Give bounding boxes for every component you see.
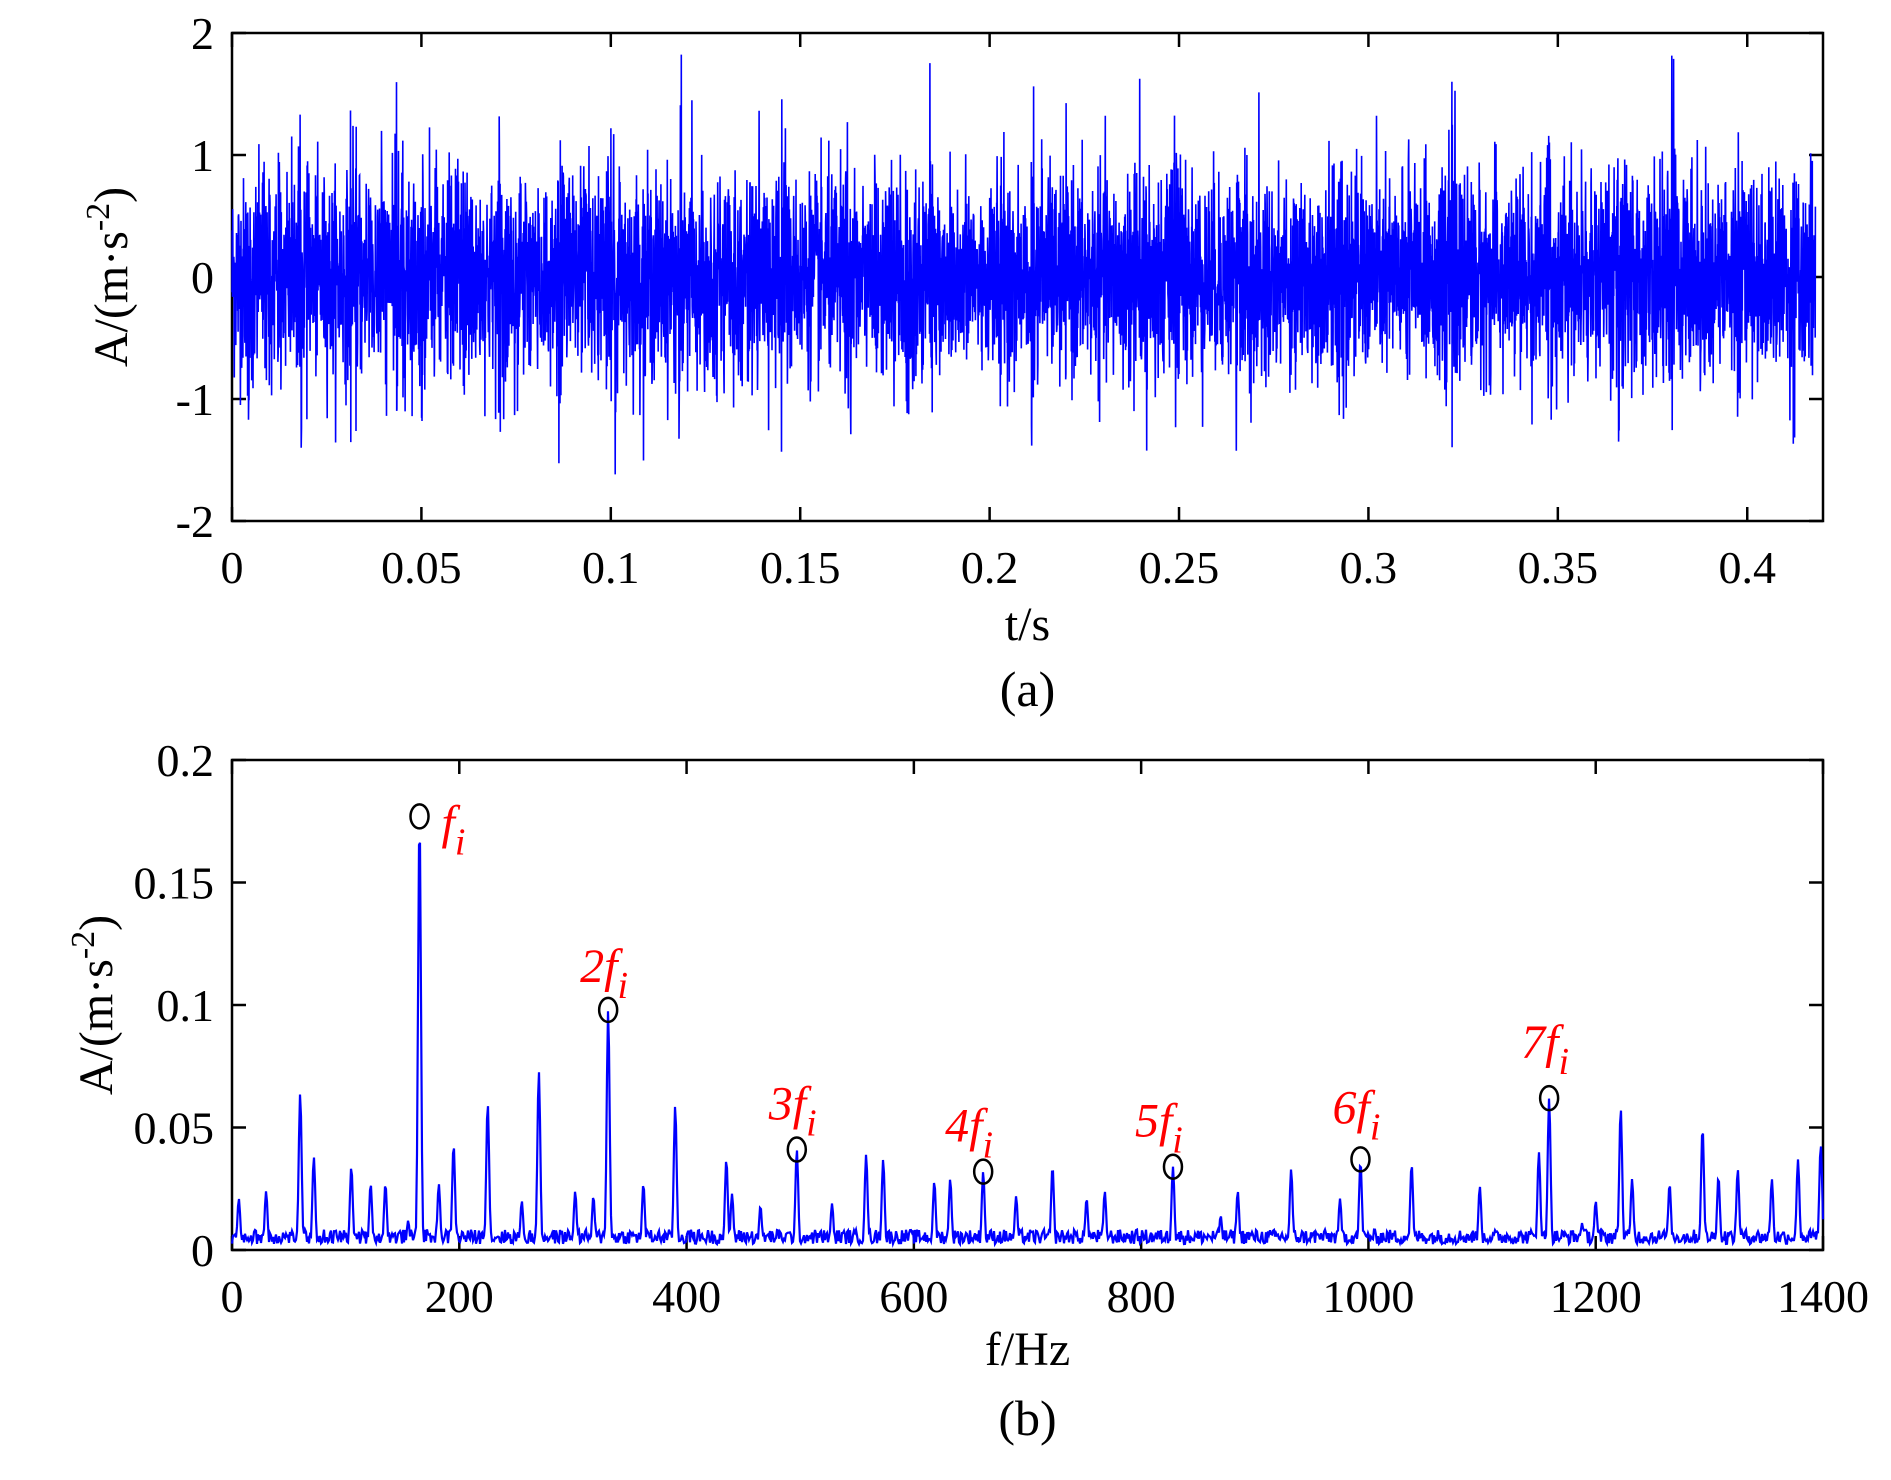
panel-a-y-axis-label-sup: -2 [80,203,117,231]
panel-b-harmonic-label-sub: i [1558,1041,1569,1083]
panel-b-y-axis-label-sup: -2 [65,931,102,959]
panel-a-xtick-label: 0 [221,542,244,593]
panel-b-harmonic-label-prefix: 4 [945,1100,969,1153]
panel-b-peak-marker [409,803,430,830]
panel-a-y-axis-label: A/(m·s-2) [80,187,138,367]
panel-b-harmonic-label: 4fi [945,1100,993,1167]
panel-b-harmonic-label-sub: i [806,1103,817,1145]
panel-b-xtick-label: 600 [879,1271,948,1322]
panel-b-harmonic-label-sub: i [455,821,466,863]
panel-a-xtick-label: 0.4 [1718,542,1776,593]
panel-b-ytick-label: 0 [191,1225,214,1276]
panel-b-harmonic-label: 3fi [768,1078,817,1145]
panel-b-harmonic-label-prefix: 6 [1332,1081,1356,1134]
panel-a-ytick-label: 2 [191,8,214,59]
panel-b-harmonic-label-prefix: 3 [768,1078,793,1131]
panel-a-ytick-label: 1 [191,130,214,181]
panel-b-xtick-label: 0 [221,1271,244,1322]
panel-b-spectrum: 0 200 400 600 800 1000 1200 1400 0 0.05 0.1 0.15 0.2… [65,735,1869,1446]
panel-b-harmonic-label-prefix: 2 [580,940,604,993]
panel-b-harmonic-label: 2fi [580,940,628,1007]
panel-a-xtick-label: 0.25 [1139,542,1220,593]
panel-b-peak-marker [1538,1084,1560,1112]
panel-b-xtick-label: 1000 [1322,1271,1414,1322]
panel-b-harmonic-label: 7fi [1521,1016,1569,1083]
panel-a-ytick-label: 0 [191,252,214,303]
panel-a-xtick-label: 0.15 [760,542,841,593]
panel-a-xtick-label: 0.2 [961,542,1019,593]
panel-a-y-axis-label-close: ) [85,187,138,203]
panel-b-peak-marker [1162,1153,1184,1180]
panel-a-y-axis-label-main: A/(m·s [85,231,138,367]
panel-b-xtick-label: 800 [1107,1271,1176,1322]
panel-b-harmonic-label: fi [442,796,466,863]
panel-b-plot-frame [230,758,1825,1252]
panel-a-signal-line [231,54,1817,475]
panel-a-xtick-label: 0.35 [1518,542,1599,593]
panel-b-y-axis-label-close: ) [70,915,123,931]
panel-b-harmonic-label-sub: i [983,1125,994,1167]
panel-b-peak-marker [972,1158,994,1185]
panel-b-xtick-label: 1200 [1550,1271,1642,1322]
panel-a-ytick-label: -1 [176,374,214,425]
panel-a-xtick-label: 0.1 [582,542,640,593]
panel-b-y-axis-label: A/(m·s-2) [65,915,123,1095]
panel-a-time-signal: 0 0.05 0.1 0.15 0.2 0.25 0.3 0.35 0.4 -2 -1 0 1 2 t/s A… [80,8,1825,717]
panel-b-x-axis-label: f/Hz [985,1323,1070,1376]
panel-a-xtick-label: 0.05 [381,542,462,593]
panel-b-spectrum-line [230,842,1825,1248]
panel-b-xtick-label: 1400 [1777,1271,1869,1322]
panel-b-harmonic-label-sub: i [1172,1120,1183,1162]
panel-b-harmonic-label: 5fi [1135,1095,1183,1162]
panel-b-harmonic-label-prefix: 7 [1521,1016,1547,1069]
panel-b-harmonic-label-sub: i [618,965,629,1007]
panel-b-ytick-label: 0.15 [134,858,215,909]
panel-b-ytick-label: 0.2 [157,735,215,786]
panel-b-peak-marker [597,996,619,1024]
panel-b-xtick-label: 400 [652,1271,721,1322]
panel-b-harmonic-label-sub: i [1370,1106,1381,1148]
panel-b-ytick-label: 0.1 [157,980,215,1031]
panel-b-caption: (b) [998,1390,1056,1446]
panel-b-harmonic-label: 6fi [1332,1081,1380,1148]
panel-a-caption: (a) [1000,661,1056,717]
panel-b-ytick-label: 0.05 [134,1103,215,1154]
panel-b-y-axis-label-main: A/(m·s [70,959,123,1095]
panel-a-ytick-label: -2 [176,496,214,547]
panel-b-harmonic-label-prefix: 5 [1135,1095,1159,1148]
panel-b-xtick-label: 200 [425,1271,494,1322]
panel-b-peak-marker [786,1136,808,1163]
panel-a-xtick-label: 0.3 [1340,542,1398,593]
panel-b-peak-marker [1350,1146,1371,1173]
panel-a-x-axis-label: t/s [1005,598,1050,651]
